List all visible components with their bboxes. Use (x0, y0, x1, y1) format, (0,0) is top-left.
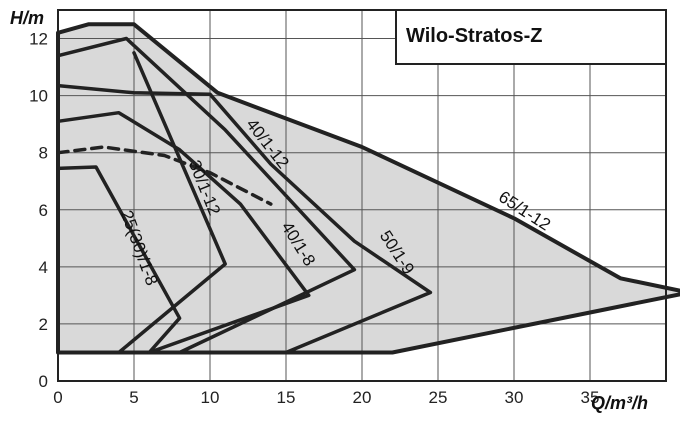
x-tick-label: 30 (505, 388, 524, 407)
series-line-50-1-9 (56, 83, 433, 355)
x-tick-label: 20 (353, 388, 372, 407)
series-line-25-30-1-8 (56, 165, 182, 355)
series-line-40-1-12 (56, 36, 357, 355)
x-tick-label: 15 (277, 388, 296, 407)
y-tick-label: 0 (39, 372, 48, 391)
x-tick-label: 35 (581, 388, 600, 407)
y-axis-title: H/m (10, 8, 44, 28)
y-tick-label: 8 (39, 144, 48, 163)
series-line-30-1-12 (117, 51, 227, 355)
y-tick-label: 12 (29, 30, 48, 49)
operating-range-fill (58, 24, 680, 353)
series-line-40-1-8 (56, 110, 311, 355)
x-tick-label: 0 (53, 388, 62, 407)
y-tick-label: 2 (39, 315, 48, 334)
series-line-dashed-limit (56, 145, 273, 206)
title-box (395, 9, 667, 65)
grid (58, 10, 666, 381)
x-tick-label: 5 (129, 388, 138, 407)
y-tick-label: 10 (29, 87, 48, 106)
x-axis-title: Q/m³/h (591, 393, 648, 413)
series-group (56, 22, 680, 355)
x-tick-label: 10 (201, 388, 220, 407)
tick-labels: 0 5 10 15 20 25 30 35 0 2 4 6 8 10 12 (29, 30, 599, 407)
series-line-65-1-12 (56, 22, 680, 355)
x-tick-label: 25 (429, 388, 448, 407)
chart-title: Wilo-Stratos-Z (406, 25, 542, 47)
y-tick-label: 4 (39, 258, 48, 277)
y-tick-label: 6 (39, 201, 48, 220)
